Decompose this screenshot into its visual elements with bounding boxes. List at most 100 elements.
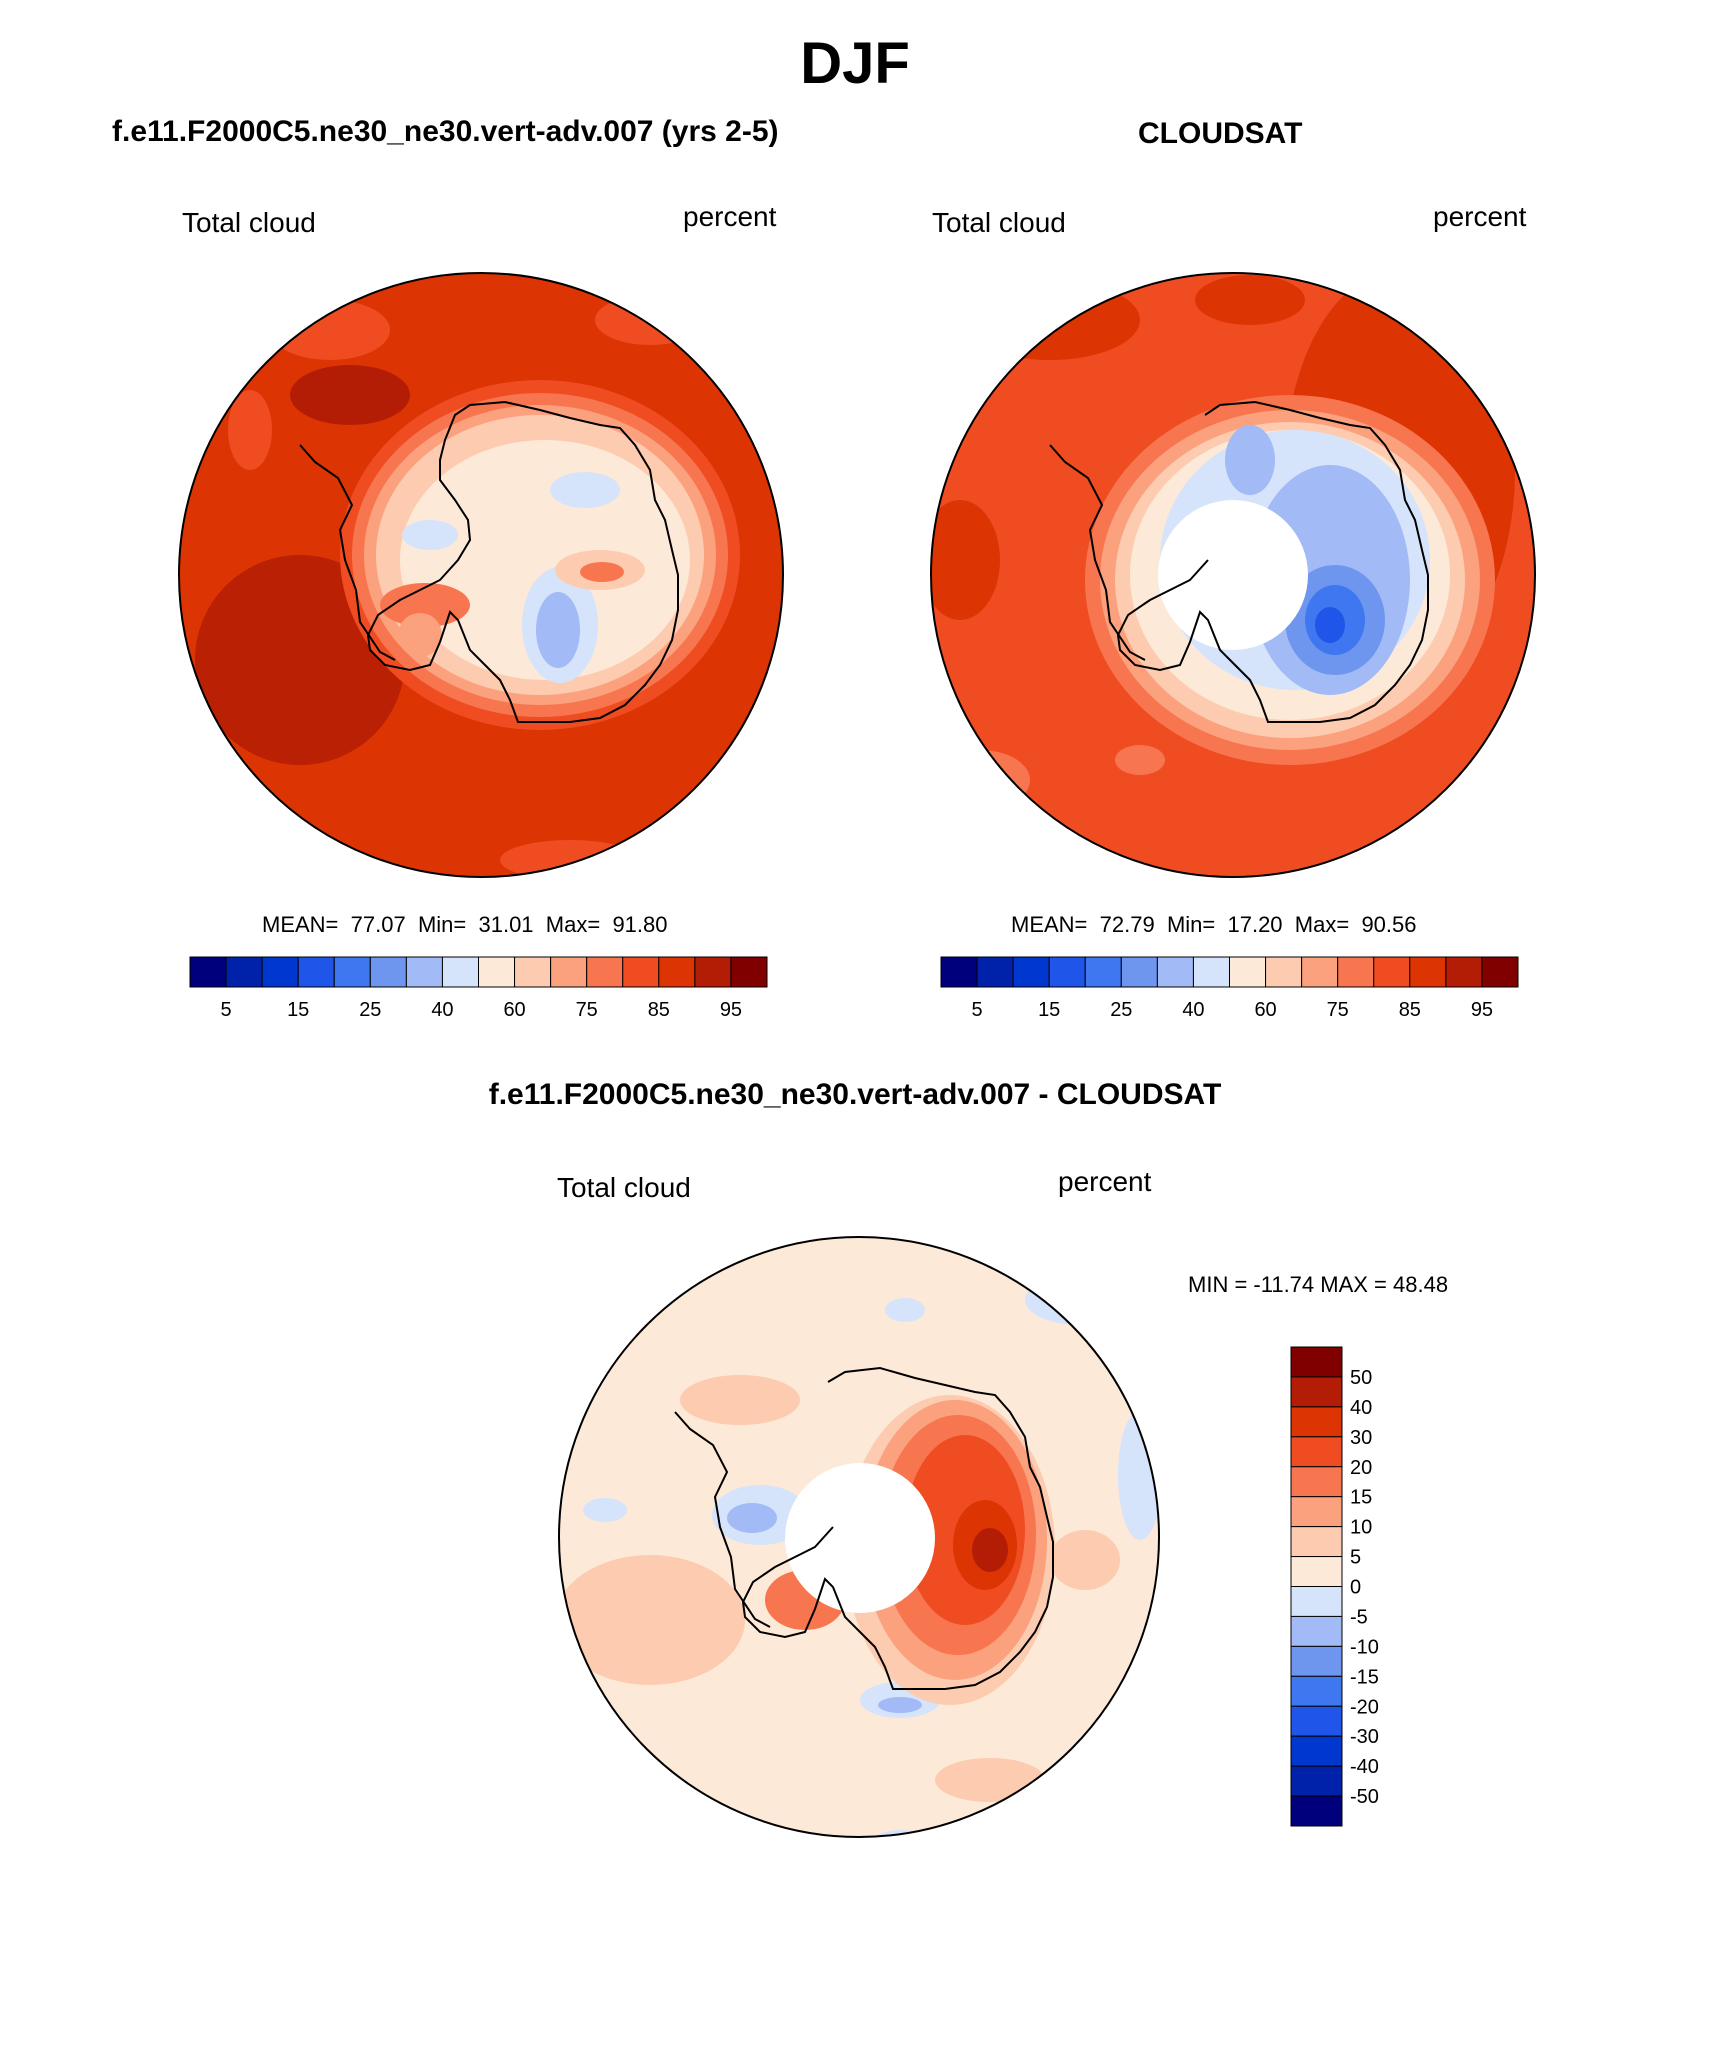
left-colorbar-tick-label: 40 bbox=[431, 999, 453, 1021]
right-colorbar-tick-label: 40 bbox=[1182, 999, 1204, 1021]
right-variable-label: Total cloud bbox=[932, 207, 1066, 238]
right-colorbar-swatch bbox=[1265, 956, 1303, 988]
colorbars: 5 15 25 40 60 75 85 95 5 15 25 40 60 75 85 955040302015… bbox=[189, 956, 1519, 1827]
diff-variable-label: Total cloud bbox=[557, 1172, 691, 1203]
left-map-border bbox=[178, 272, 784, 878]
diff-colorbar-tick-label: 15 bbox=[1350, 1487, 1372, 1509]
left-colorbar-swatch bbox=[441, 956, 479, 988]
right-colorbar-swatch bbox=[1373, 956, 1411, 988]
right-colorbar-tick-label: 75 bbox=[1327, 999, 1349, 1021]
right-colorbar-tick-label: 5 bbox=[972, 999, 983, 1021]
diff-colorbar-tick-label: 0 bbox=[1350, 1577, 1361, 1599]
right-colorbar-swatch bbox=[1120, 956, 1158, 988]
left-panel-title: f.e11.F2000C5.ne30_ne30.vert-adv.007 (yr… bbox=[112, 115, 779, 148]
left-colorbar-swatch bbox=[514, 956, 552, 988]
right-colorbar-tick-label: 25 bbox=[1110, 999, 1132, 1021]
left-colorbar-swatch bbox=[297, 956, 335, 988]
left-colorbar-tick-label: 75 bbox=[576, 999, 598, 1021]
diff-colorbar-swatch bbox=[1290, 1615, 1343, 1647]
diff-colorbar-tick-label: 5 bbox=[1350, 1547, 1361, 1569]
diff-units-label: percent bbox=[1058, 1166, 1152, 1197]
diff-colorbar-tick-label: -10 bbox=[1350, 1636, 1379, 1658]
left-colorbar-tick-label: 25 bbox=[359, 999, 381, 1021]
left-colorbar-tick-label: 15 bbox=[287, 999, 309, 1021]
diff-colorbar-tick-label: -40 bbox=[1350, 1756, 1379, 1778]
diff-colorbar-swatch bbox=[1290, 1496, 1343, 1528]
diff-colorbar-tick-label: 50 bbox=[1350, 1367, 1372, 1389]
right-colorbar-swatch bbox=[1156, 956, 1194, 988]
diff-colorbar-swatch bbox=[1290, 1436, 1343, 1468]
right-map-border bbox=[930, 272, 1536, 878]
right-colorbar-swatch bbox=[1012, 956, 1050, 988]
diff-colorbar-swatch bbox=[1290, 1586, 1343, 1617]
diff-stats: MIN = -11.74 MAX = 48.48 bbox=[1188, 1272, 1449, 1297]
left-colorbar-tick-label: 60 bbox=[503, 999, 525, 1021]
right-panel-title: CLOUDSAT bbox=[1138, 117, 1303, 150]
right-colorbar-tick-label: 15 bbox=[1038, 999, 1060, 1021]
right-colorbar-swatch bbox=[1481, 956, 1519, 988]
diff-colorbar-swatch bbox=[1290, 1346, 1343, 1378]
diff-colorbar-tick-label: -5 bbox=[1350, 1606, 1368, 1628]
left-colorbar-swatch bbox=[261, 956, 299, 988]
diff-colorbar-swatch bbox=[1290, 1705, 1343, 1737]
right-colorbar-swatch bbox=[1337, 956, 1375, 988]
left-colorbar-tick-label: 5 bbox=[221, 999, 232, 1021]
right-colorbar-swatch bbox=[1084, 956, 1122, 988]
diff-colorbar-swatch bbox=[1290, 1795, 1343, 1827]
left-colorbar-swatch bbox=[586, 956, 624, 988]
left-stats: MEAN= 77.07 Min= 31.01 Max= 91.80 bbox=[262, 912, 668, 937]
diff-colorbar-swatch bbox=[1290, 1376, 1343, 1408]
left-colorbar-swatch bbox=[478, 956, 516, 988]
diff-colorbar-swatch bbox=[1290, 1556, 1343, 1587]
diff-colorbar-tick-label: 40 bbox=[1350, 1397, 1372, 1419]
left-colorbar-swatch bbox=[333, 956, 371, 988]
right-colorbar-tick-label: 95 bbox=[1471, 999, 1493, 1021]
right-colorbar-swatch bbox=[1445, 956, 1483, 988]
left-colorbar-swatch bbox=[658, 956, 696, 988]
diff-colorbar-swatch bbox=[1290, 1406, 1343, 1438]
left-colorbar-swatch bbox=[405, 956, 443, 988]
right-units-label: percent bbox=[1433, 201, 1527, 232]
diff-map-border bbox=[558, 1236, 1160, 1838]
diff-panel-title: f.e11.F2000C5.ne30_ne30.vert-adv.007 - C… bbox=[488, 1078, 1222, 1111]
right-colorbar-swatch bbox=[1048, 956, 1086, 988]
left-colorbar-swatch bbox=[369, 956, 407, 988]
left-colorbar-swatch bbox=[189, 956, 227, 988]
right-colorbar-swatch bbox=[1301, 956, 1339, 988]
left-colorbar-swatch bbox=[730, 956, 768, 988]
left-colorbar-tick-label: 85 bbox=[648, 999, 670, 1021]
left-colorbar-swatch bbox=[622, 956, 660, 988]
diff-colorbar-swatch bbox=[1290, 1466, 1343, 1498]
left-variable-label: Total cloud bbox=[182, 207, 316, 238]
right-stats: MEAN= 72.79 Min= 17.20 Max= 90.56 bbox=[1011, 912, 1417, 937]
diff-colorbar-tick-label: 10 bbox=[1350, 1517, 1372, 1539]
left-units-label: percent bbox=[683, 201, 777, 232]
diff-colorbar-swatch bbox=[1290, 1526, 1343, 1558]
diff-colorbar-swatch bbox=[1290, 1735, 1343, 1767]
right-colorbar-swatch bbox=[1409, 956, 1447, 988]
diff-colorbar-swatch bbox=[1290, 1645, 1343, 1677]
right-colorbar-swatch bbox=[1229, 956, 1267, 988]
left-colorbar-swatch bbox=[225, 956, 263, 988]
diff-colorbar-tick-label: -20 bbox=[1350, 1696, 1379, 1718]
diff-colorbar-tick-label: -50 bbox=[1350, 1786, 1379, 1808]
diff-colorbar-swatch bbox=[1290, 1675, 1343, 1707]
left-colorbar-swatch bbox=[694, 956, 732, 988]
right-colorbar-swatch bbox=[940, 956, 978, 988]
right-colorbar-swatch bbox=[1192, 956, 1230, 988]
left-colorbar-tick-label: 95 bbox=[720, 999, 742, 1021]
left-colorbar-swatch bbox=[550, 956, 588, 988]
page-title: DJF bbox=[800, 31, 910, 96]
diff-map bbox=[558, 1236, 1160, 1838]
diff-colorbar-swatch bbox=[1290, 1765, 1343, 1797]
right-colorbar-tick-label: 60 bbox=[1254, 999, 1276, 1021]
diff-colorbar-tick-label: 20 bbox=[1350, 1457, 1372, 1479]
right-map bbox=[930, 272, 1536, 878]
diff-colorbar-tick-label: 30 bbox=[1350, 1427, 1372, 1449]
diff-colorbar-tick-label: -15 bbox=[1350, 1666, 1379, 1688]
left-map bbox=[178, 272, 784, 878]
right-colorbar-swatch bbox=[976, 956, 1014, 988]
right-colorbar-tick-label: 85 bbox=[1399, 999, 1421, 1021]
diff-colorbar-tick-label: -30 bbox=[1350, 1726, 1379, 1748]
